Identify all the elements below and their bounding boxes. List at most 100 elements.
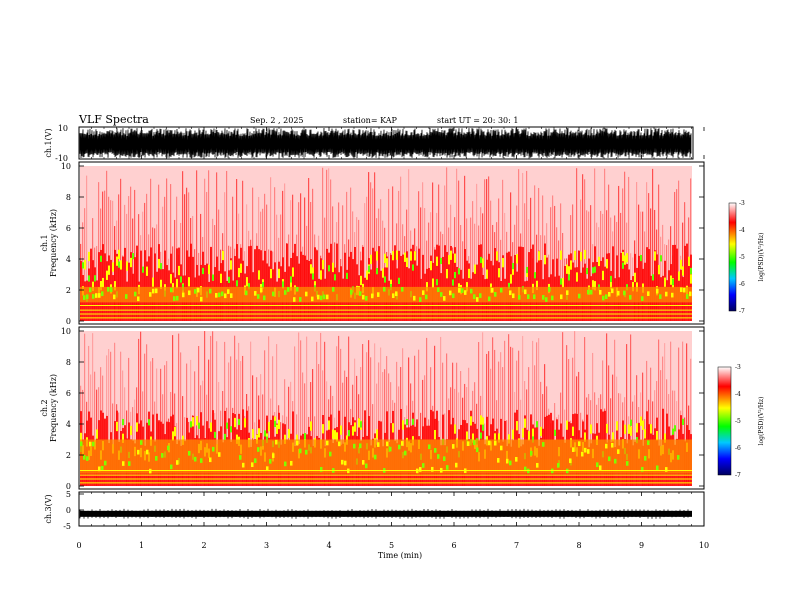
- spec-band-detail: [611, 288, 614, 294]
- spec-yellow-patch: [432, 278, 434, 288]
- spec-band-detail: [326, 294, 329, 300]
- spec-green-patch: [214, 431, 216, 439]
- spec-green-patch: [142, 266, 144, 273]
- spec-lowband: [350, 251, 352, 321]
- ch1-waveform-frame: [78, 126, 694, 160]
- spec-streak: [284, 183, 286, 321]
- spec-green-patch: [230, 426, 232, 433]
- spec-band-detail: [359, 291, 362, 296]
- ch2-spec-ytick-label: 0: [66, 482, 71, 491]
- spec-streak: [464, 175, 466, 321]
- spec-streak: [92, 333, 94, 486]
- spec-yellow-patch: [386, 258, 388, 268]
- spec-band-detail: [212, 446, 215, 452]
- spec-streak: [232, 196, 234, 321]
- ch1-waveform-trace: [79, 127, 692, 159]
- spec-yellow-patch: [222, 250, 224, 261]
- spec-streak: [294, 346, 296, 486]
- spec-lowband: [178, 247, 180, 321]
- spec-streak: [630, 334, 632, 486]
- spec-streak: [230, 356, 232, 486]
- spec-streak: [318, 235, 320, 321]
- spec-green-patch: [190, 421, 192, 428]
- spec-streak: [114, 342, 116, 486]
- spec-yellow-patch: [112, 262, 114, 272]
- spec-streak: [246, 204, 248, 321]
- spec-green-patch: [122, 418, 124, 426]
- spec-green-patch: [480, 256, 482, 264]
- spec-streak: [222, 390, 224, 486]
- spec-yellow-patch: [382, 268, 384, 278]
- spec-yellow-patch: [414, 251, 416, 261]
- spec-yellow-patch: [656, 430, 658, 441]
- spec-band-detail: [683, 287, 686, 293]
- spec-band-detail: [542, 295, 545, 300]
- spec-streak: [470, 217, 472, 321]
- spec-streak: [306, 336, 308, 486]
- spec-lowband: [406, 251, 408, 321]
- spec-yellow-patch: [448, 255, 450, 265]
- spec-streak: [338, 202, 340, 321]
- spec-yellow-patch: [688, 256, 690, 267]
- spec-band-detail: [425, 294, 428, 300]
- spec-yellow-patch: [590, 424, 592, 434]
- spec-lowband: [454, 247, 456, 321]
- spec-band-detail: [110, 287, 113, 292]
- spec-yellow-patch: [256, 434, 258, 444]
- ch3-frame: [78, 491, 705, 527]
- spec-band-detail: [665, 291, 668, 297]
- spec-lowband: [394, 245, 396, 321]
- spec-band-detail: [617, 449, 620, 454]
- spec-yellow-patch: [610, 280, 612, 290]
- spec-band-detail: [305, 291, 308, 297]
- spec-streak: [266, 204, 268, 321]
- spec-yellow-patch: [446, 269, 448, 279]
- spec-band-detail: [113, 294, 116, 300]
- spec-yellow-patch: [532, 428, 534, 438]
- spec-band-detail: [578, 293, 581, 299]
- spec-streak: [112, 200, 114, 321]
- spec-streak: [198, 346, 200, 486]
- x-tick-label: 2: [201, 541, 206, 550]
- spec-band-detail: [656, 288, 659, 294]
- spec-lowband: [674, 244, 676, 321]
- spec-streak: [310, 382, 312, 486]
- spec-streak: [208, 359, 210, 486]
- spec-band-detail: [671, 292, 674, 298]
- spec-yellow-patch: [236, 434, 238, 444]
- spec-band-detail: [176, 295, 179, 301]
- spec-green-patch: [568, 274, 570, 281]
- spec-streak: [610, 217, 612, 321]
- spec-yellow-patch: [664, 277, 666, 287]
- spec-streak: [212, 331, 214, 486]
- spec-band-detail: [188, 450, 191, 456]
- spec-band-detail: [557, 463, 560, 468]
- spec-streak: [268, 336, 270, 486]
- spec-yellow-patch: [544, 255, 546, 265]
- spec-yellow-patch: [320, 270, 322, 280]
- spec-streak: [144, 353, 146, 486]
- spec-band-detail: [311, 296, 314, 302]
- spec-streak: [468, 367, 470, 486]
- ch1-colorbar-tick: -3: [739, 200, 745, 207]
- spec-streak: [194, 371, 196, 486]
- spec-yellow-patch: [406, 257, 408, 268]
- spec-yellow-patch: [466, 282, 468, 292]
- spec-yellow-patch: [392, 250, 394, 261]
- spec-streak: [690, 358, 692, 486]
- spec-streak: [348, 336, 350, 486]
- spec-lowband: [150, 247, 152, 321]
- spec-green-patch: [82, 262, 84, 269]
- spec-lowband: [648, 249, 650, 321]
- spec-band-detail: [572, 447, 575, 452]
- ch3-panel: 5 0 -5 ch.3(V) 0 1 2 3 4 5 6 7 8 9 10 Time (min): [44, 490, 709, 560]
- spec-yellow-patch: [654, 251, 656, 261]
- ch2-spec-ytick-label: 6: [66, 389, 71, 398]
- spec-streak: [422, 182, 424, 321]
- spec-yellow-patch: [276, 424, 278, 434]
- spec-streak: [146, 344, 148, 486]
- spec-yellow-patch: [122, 433, 124, 443]
- spec-yellow-patch: [244, 418, 246, 428]
- ch1-colorbar-tick: -4: [739, 227, 745, 234]
